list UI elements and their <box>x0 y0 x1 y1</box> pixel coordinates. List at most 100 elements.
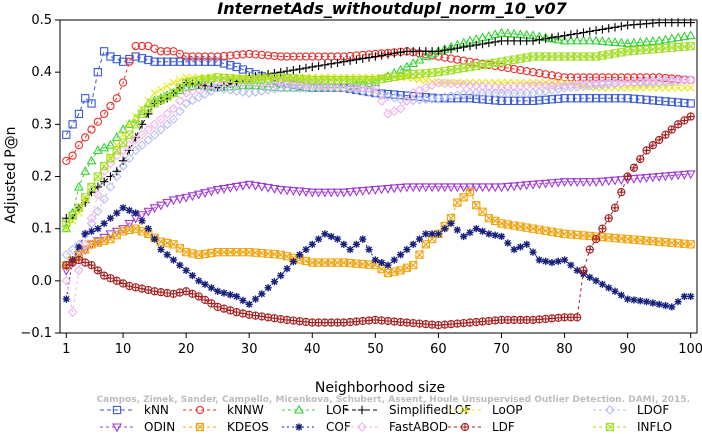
data-point <box>377 51 386 60</box>
data-point <box>624 295 632 303</box>
data-point <box>630 296 638 304</box>
data-point <box>156 47 166 56</box>
series-cof <box>62 204 695 311</box>
data-point <box>188 272 197 280</box>
data-point <box>87 125 96 134</box>
data-point <box>554 94 563 103</box>
data-point <box>264 284 272 292</box>
data-point <box>263 183 274 193</box>
legend-item-cof: COF <box>282 420 351 434</box>
data-point <box>163 251 171 259</box>
data-point <box>497 62 506 72</box>
data-point <box>275 82 286 93</box>
data-point <box>376 95 387 106</box>
data-point <box>446 78 456 89</box>
data-point <box>113 209 121 217</box>
data-point <box>673 98 683 107</box>
data-point <box>636 297 644 305</box>
data-point <box>402 95 412 106</box>
data-point <box>193 190 204 200</box>
x-tick-label: 70 <box>493 342 510 357</box>
data-point <box>219 51 229 61</box>
data-point <box>597 177 608 187</box>
data-point <box>447 219 455 228</box>
data-point <box>579 94 588 103</box>
data-point <box>686 18 695 27</box>
data-point <box>302 245 310 254</box>
data-point <box>256 80 267 90</box>
data-point <box>200 189 210 199</box>
data-point <box>579 73 588 82</box>
data-point <box>87 182 96 192</box>
data-point <box>92 189 103 200</box>
data-point <box>219 81 229 90</box>
data-point <box>409 92 418 101</box>
data-point <box>124 219 135 229</box>
legend-item-kdeos: KDEOS <box>183 420 269 434</box>
data-point <box>194 57 203 66</box>
data-point <box>263 51 273 60</box>
data-point <box>168 114 179 124</box>
data-point <box>629 94 639 103</box>
data-point <box>433 183 444 193</box>
data-point <box>466 228 474 237</box>
data-point <box>327 232 335 241</box>
data-point <box>478 227 487 235</box>
data-point <box>213 52 222 61</box>
data-point <box>427 183 438 193</box>
y-tick-label: 0.4 <box>31 65 52 80</box>
data-point <box>270 278 279 286</box>
series-inflo <box>62 41 695 228</box>
data-point <box>535 69 544 78</box>
data-point <box>313 188 324 198</box>
data-point <box>617 291 625 299</box>
data-point <box>604 73 613 82</box>
data-point <box>648 83 657 92</box>
data-point <box>434 47 443 56</box>
data-point <box>603 77 614 88</box>
data-point <box>283 265 291 273</box>
data-point <box>465 188 475 197</box>
data-point <box>338 188 349 198</box>
data-point <box>378 258 386 267</box>
data-point <box>181 57 191 66</box>
data-point <box>679 31 690 41</box>
data-point <box>326 81 337 92</box>
data-point <box>647 173 658 183</box>
data-point <box>636 95 645 104</box>
data-point <box>610 77 620 88</box>
data-point <box>238 87 248 97</box>
data-point <box>80 245 91 255</box>
data-point <box>155 201 166 211</box>
data-point <box>238 65 248 74</box>
data-point <box>137 211 147 221</box>
data-point <box>174 195 185 205</box>
data-point <box>660 75 671 85</box>
data-point <box>654 172 665 182</box>
data-point <box>483 88 494 98</box>
data-point <box>471 80 482 91</box>
data-point <box>131 52 140 61</box>
data-point <box>610 23 620 32</box>
data-point <box>365 245 373 254</box>
data-point <box>573 73 582 82</box>
data-point <box>212 185 223 195</box>
data-point <box>452 79 463 90</box>
data-point <box>181 193 192 203</box>
legend-label: INFLO <box>637 420 672 434</box>
data-point <box>219 184 229 194</box>
data-point <box>301 188 311 197</box>
legend-label: SimplifiedLOF <box>389 403 471 417</box>
data-point <box>112 94 121 103</box>
data-point <box>579 266 588 275</box>
data-point <box>376 185 387 195</box>
data-point <box>151 235 159 243</box>
data-point <box>465 88 475 98</box>
data-point <box>119 204 127 212</box>
data-point <box>326 59 336 69</box>
data-point <box>238 50 248 59</box>
data-point <box>339 57 349 66</box>
data-point <box>472 225 480 233</box>
legend-item-odin: ODIN <box>100 420 175 434</box>
data-point <box>472 94 481 103</box>
